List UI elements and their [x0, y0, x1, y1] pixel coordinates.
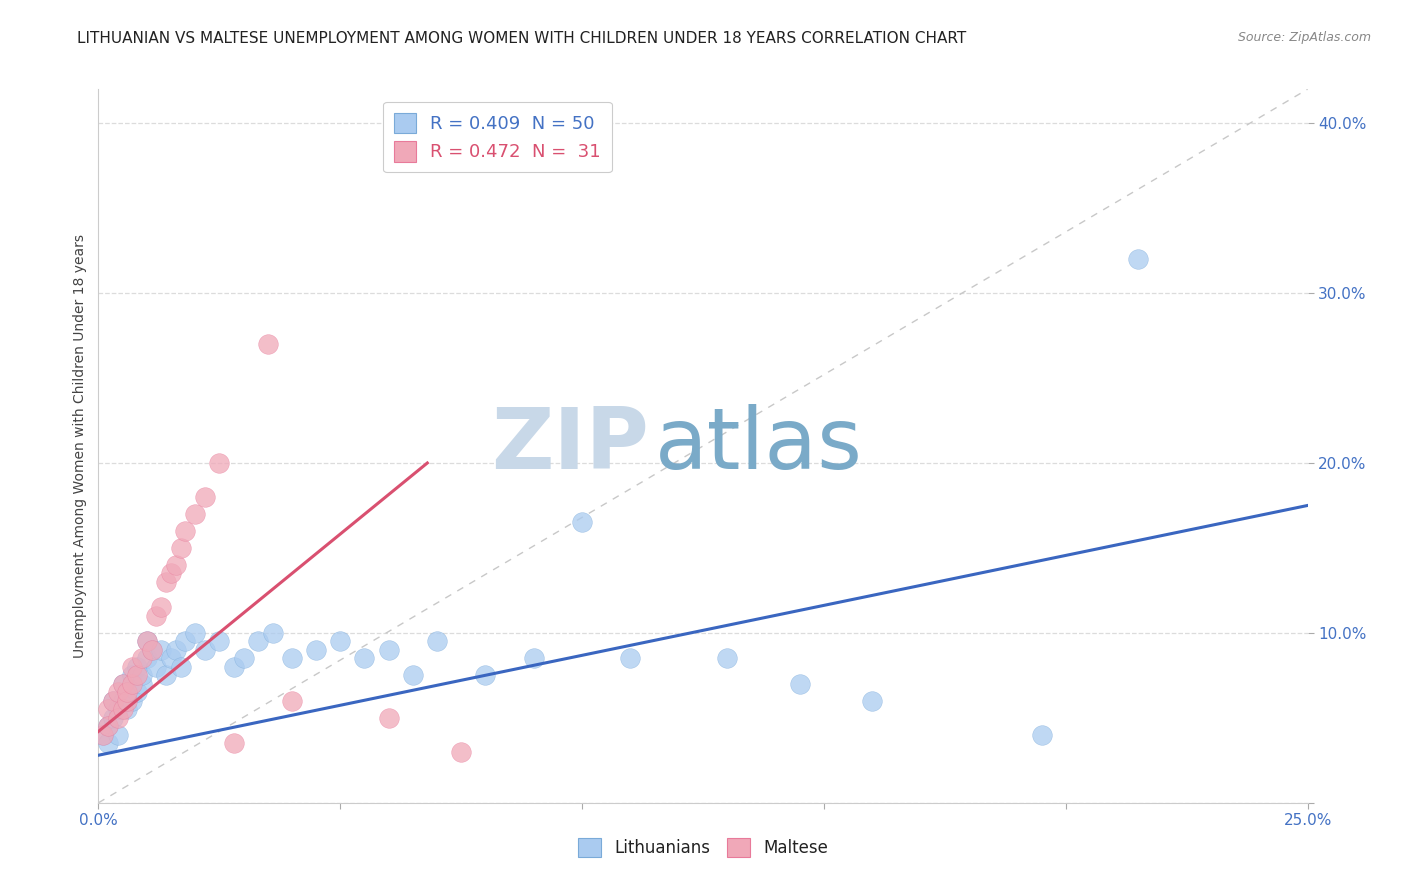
Point [474, 668, 496, 682]
Y-axis label: Unemployment Among Women with Children Under 18 years: Unemployment Among Women with Children U… [73, 234, 87, 658]
Point [117, 702, 139, 716]
Point [135, 634, 157, 648]
Point [135, 634, 157, 648]
Point [111, 694, 134, 708]
Point [101, 694, 124, 708]
Point [426, 634, 449, 648]
Point [127, 668, 149, 682]
Point [281, 694, 304, 708]
Point [208, 634, 231, 648]
Point [353, 651, 375, 665]
Point [305, 643, 328, 657]
Point [377, 711, 399, 725]
Point [131, 668, 153, 682]
Point [150, 600, 173, 615]
Point [222, 660, 245, 674]
Point [111, 677, 134, 691]
Point [91, 728, 114, 742]
Point [107, 702, 129, 716]
Point [194, 490, 217, 504]
Point [247, 634, 270, 648]
Point [145, 608, 167, 623]
Point [131, 677, 153, 691]
Point [97, 719, 120, 733]
Point [127, 660, 149, 674]
Point [111, 702, 134, 716]
Point [150, 643, 173, 657]
Point [281, 651, 304, 665]
Point [184, 626, 207, 640]
Point [107, 728, 129, 742]
Point [160, 566, 183, 581]
Point [107, 685, 129, 699]
Point [208, 456, 231, 470]
Point [111, 677, 134, 691]
Point [141, 643, 163, 657]
Point [256, 337, 278, 351]
Point [1031, 728, 1053, 742]
Point [160, 651, 183, 665]
Point [97, 736, 120, 750]
Point [117, 694, 139, 708]
Point [1128, 252, 1150, 266]
Point [174, 634, 197, 648]
Point [184, 507, 207, 521]
Point [101, 694, 124, 708]
Point [107, 711, 129, 725]
Text: Source: ZipAtlas.com: Source: ZipAtlas.com [1237, 31, 1371, 45]
Point [450, 745, 472, 759]
Point [121, 668, 143, 682]
Point [329, 634, 352, 648]
Text: atlas: atlas [655, 404, 863, 488]
Point [97, 719, 120, 733]
Point [117, 685, 139, 699]
Point [165, 643, 187, 657]
Point [232, 651, 254, 665]
Point [523, 651, 546, 665]
Text: ZIP: ZIP [491, 404, 648, 488]
Point [97, 702, 120, 716]
Point [169, 541, 191, 555]
Point [155, 574, 177, 589]
Point [165, 558, 187, 572]
Point [860, 694, 883, 708]
Point [121, 677, 143, 691]
Point [402, 668, 425, 682]
Point [121, 694, 143, 708]
Point [194, 643, 217, 657]
Point [619, 651, 641, 665]
Point [169, 660, 191, 674]
Point [174, 524, 197, 538]
Point [131, 651, 153, 665]
Point [377, 643, 399, 657]
Point [571, 516, 593, 530]
Text: LITHUANIAN VS MALTESE UNEMPLOYMENT AMONG WOMEN WITH CHILDREN UNDER 18 YEARS CORR: LITHUANIAN VS MALTESE UNEMPLOYMENT AMONG… [77, 31, 966, 46]
Point [789, 677, 811, 691]
Point [91, 728, 114, 742]
Point [117, 685, 139, 699]
Point [101, 711, 124, 725]
Legend: Lithuanians, Maltese: Lithuanians, Maltese [569, 830, 837, 866]
Point [262, 626, 284, 640]
Point [127, 685, 149, 699]
Point [222, 736, 245, 750]
Point [121, 660, 143, 674]
Point [141, 643, 163, 657]
Point [145, 660, 167, 674]
Point [155, 668, 177, 682]
Point [135, 651, 157, 665]
Point [716, 651, 738, 665]
